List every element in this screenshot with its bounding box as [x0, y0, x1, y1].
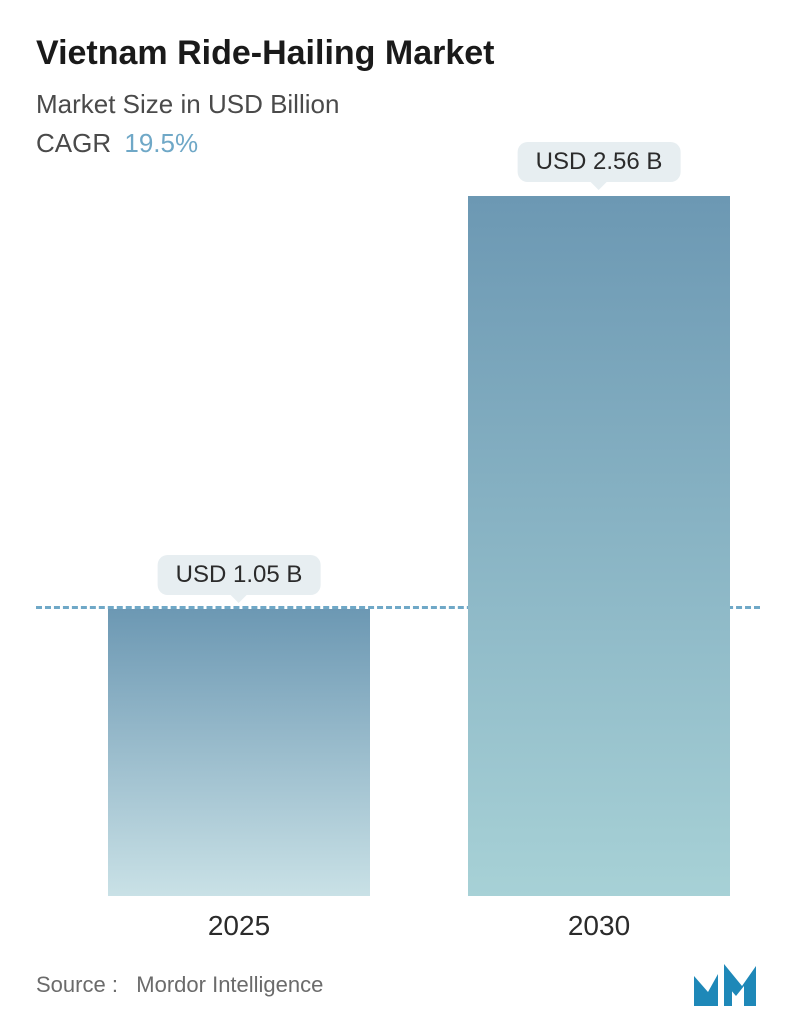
cagr-label: CAGR [36, 128, 111, 158]
bar-2030 [468, 196, 730, 896]
chart-footer: Source : Mordor Intelligence [36, 954, 760, 1010]
source-prefix: Source : [36, 972, 118, 997]
chart-title: Vietnam Ride-Hailing Market [36, 32, 760, 75]
bar-rect [108, 609, 370, 896]
source-name: Mordor Intelligence [136, 972, 323, 997]
chart-plot-area: USD 1.05 B2025USD 2.56 B2030 [36, 169, 760, 955]
chart-container: Vietnam Ride-Hailing Market Market Size … [0, 0, 796, 1034]
bar-rect [468, 196, 730, 896]
mordor-logo-icon [694, 964, 760, 1006]
chart-subtitle: Market Size in USD Billion [36, 89, 760, 120]
value-pill-2030: USD 2.56 B [518, 142, 681, 182]
cagr-value: 19.5% [124, 128, 198, 158]
bar-2025 [108, 609, 370, 896]
x-label-2030: 2030 [568, 910, 630, 942]
value-pill-2025: USD 1.05 B [158, 555, 321, 595]
x-label-2025: 2025 [208, 910, 270, 942]
source-text: Source : Mordor Intelligence [36, 972, 323, 998]
